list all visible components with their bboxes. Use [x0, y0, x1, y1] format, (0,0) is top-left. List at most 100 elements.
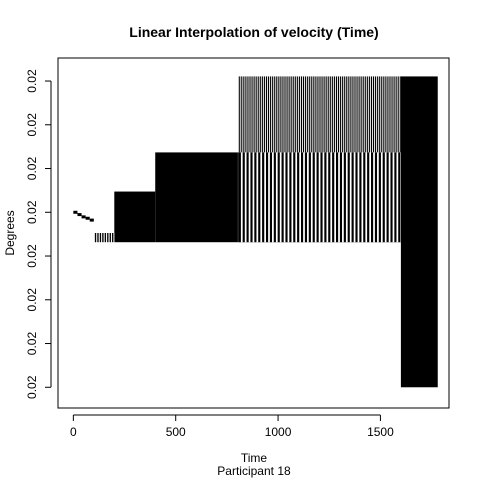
- x-tick-label: 1000: [265, 425, 292, 439]
- y-tick-label: 0.02: [25, 375, 39, 399]
- bar-stick: [363, 152, 366, 243]
- bar-stick: [380, 76, 382, 153]
- bar-stick: [382, 152, 385, 243]
- bar-stick: [250, 76, 252, 153]
- plot-frame: [57, 57, 450, 409]
- bar-stick: [343, 152, 346, 243]
- bar-stick: [361, 76, 363, 153]
- bar-stick: [242, 152, 245, 243]
- bar-stick: [285, 76, 287, 153]
- bar-stick: [267, 76, 270, 153]
- bar-stick: [242, 76, 244, 153]
- bar-stick: [355, 76, 357, 153]
- bar-stick: [262, 152, 265, 243]
- bar-stick: [386, 152, 389, 243]
- bar-stick: [281, 76, 283, 153]
- bar-stick: [332, 152, 335, 243]
- bar-segment: [85, 216, 90, 220]
- stick-region-bg: [94, 233, 115, 243]
- bar-stick: [297, 76, 299, 153]
- bar-stick: [293, 76, 295, 153]
- bar-stick: [287, 76, 289, 153]
- bar-stick: [337, 76, 340, 153]
- bar-stick: [398, 152, 401, 243]
- bar-stick: [369, 76, 371, 153]
- bar-stick: [306, 76, 308, 153]
- bar-stick: [347, 152, 350, 243]
- bar-stick: [310, 76, 312, 153]
- bar-stick: [256, 76, 258, 153]
- bar-stick: [269, 152, 273, 243]
- bar-stick: [264, 76, 266, 153]
- bar-stick: [326, 76, 328, 153]
- bar-stick: [300, 152, 304, 243]
- bar-stick: [265, 76, 268, 153]
- bar-stick: [357, 76, 359, 153]
- bar-stick: [238, 152, 241, 243]
- bar-stick: [390, 152, 393, 243]
- bar-stick: [374, 76, 376, 153]
- x-tick-label: 1500: [367, 425, 394, 439]
- bar-stick: [324, 152, 327, 243]
- bar-stick: [299, 76, 301, 153]
- bar-segment: [73, 210, 78, 214]
- bar-stick: [343, 76, 345, 153]
- bar-stick: [318, 76, 320, 153]
- bar-stick: [396, 76, 398, 153]
- bar-stick: [312, 76, 314, 153]
- bar-stick: [314, 76, 316, 153]
- bar-segment: [77, 213, 82, 217]
- bar-stick: [252, 76, 254, 153]
- bar-stick: [254, 76, 256, 153]
- x-axis: 0 500 1000 1500: [70, 414, 394, 439]
- bar-stick: [273, 152, 276, 243]
- bar-stick: [304, 76, 306, 153]
- bar-stick: [273, 76, 275, 153]
- bar-block: [400, 76, 438, 388]
- bar-stick: [386, 76, 388, 153]
- bar-stick: [281, 152, 284, 243]
- y-axis: 0.02 0.02 0.02 0.02 0.02 0.02 0.02 0.02: [25, 69, 52, 399]
- bar-stick: [400, 76, 402, 153]
- bar-stick: [335, 76, 338, 153]
- bar-stick: [277, 152, 280, 243]
- bar-stick: [382, 76, 384, 153]
- y-tick-label: 0.02: [25, 288, 39, 312]
- bar-stick: [240, 76, 242, 153]
- bar-stick: [363, 76, 365, 153]
- bar-stick: [359, 76, 361, 153]
- bar-stick: [262, 76, 264, 153]
- bar-stick: [293, 152, 296, 243]
- bar-stick: [367, 76, 369, 153]
- bar-stick: [285, 152, 288, 243]
- bar-stick: [295, 76, 297, 153]
- bar-stick: [367, 152, 370, 243]
- bar-stick: [297, 152, 300, 243]
- bar-stick: [269, 76, 271, 153]
- stick-region-bg: [238, 152, 401, 243]
- y-tick-label: 0.02: [25, 332, 39, 356]
- bar-stick: [332, 76, 334, 153]
- bar-stick: [109, 233, 111, 243]
- bar-stick: [394, 152, 397, 243]
- bar-stick: [322, 76, 324, 153]
- bar-stick: [254, 152, 257, 243]
- bar-stick: [320, 76, 322, 153]
- bar-stick: [289, 152, 292, 243]
- bar-stick: [316, 76, 318, 153]
- bar-stick: [99, 233, 102, 243]
- bar-stick: [302, 76, 305, 153]
- bar-stick: [291, 76, 293, 153]
- bar-stick: [107, 233, 109, 243]
- bar-stick: [328, 76, 330, 153]
- bar-stick: [388, 76, 390, 153]
- bar-stick: [371, 152, 374, 243]
- bar-stick: [376, 76, 378, 153]
- bar-stick: [308, 152, 311, 243]
- bar-stick: [258, 76, 260, 153]
- bar-stick: [341, 76, 343, 153]
- y-tick-label: 0.02: [25, 113, 39, 137]
- y-axis-label: Degrees: [3, 210, 17, 255]
- bar-stick: [394, 76, 396, 153]
